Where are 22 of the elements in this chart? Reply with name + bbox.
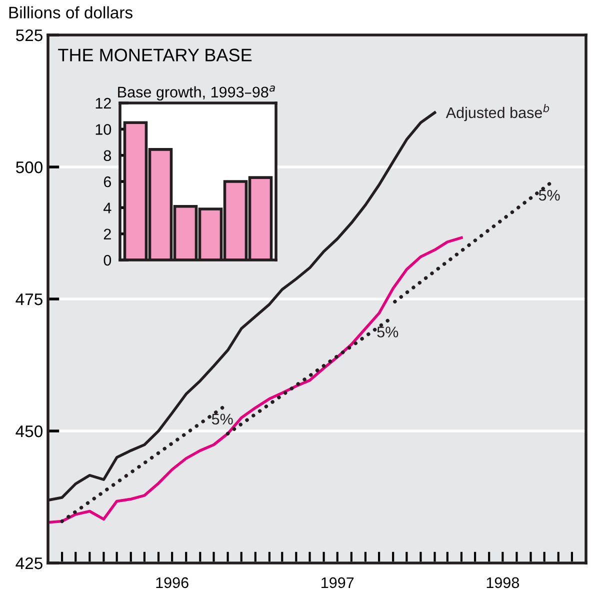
- y-tick-label: 10: [96, 124, 112, 135]
- series-label: Adjusted base$^{b}$: [446, 104, 550, 122]
- series-label: 5%: [538, 190, 560, 201]
- series-label: 5%: [212, 414, 233, 425]
- y-tick-label: 6: [104, 176, 111, 188]
- y-tick-label: 8: [104, 150, 112, 162]
- y-tick-label: 12: [96, 98, 111, 109]
- series-label: 5%: [377, 326, 398, 338]
- y-axis-title: Billions of dollars: [9, 6, 132, 18]
- y-tick-label: 500: [16, 161, 42, 174]
- y-tick-label: 0: [104, 254, 112, 266]
- y-tick-label: 450: [16, 425, 42, 438]
- y-tick-label: 475: [16, 294, 42, 306]
- x-tick-label: 1998: [486, 577, 520, 588]
- x-tick-label: 1996: [156, 577, 188, 588]
- x-tick-label: 1997: [322, 577, 354, 588]
- y-tick-label: 4: [104, 202, 112, 214]
- y-tick-label: 2: [104, 228, 111, 240]
- chart-title: Base growth, 1993–98$^{a}$: [118, 86, 275, 101]
- text: THE MONETARY BASE: [58, 48, 252, 62]
- y-tick-label: 525: [16, 29, 42, 42]
- y-tick-label: 425: [16, 557, 42, 570]
